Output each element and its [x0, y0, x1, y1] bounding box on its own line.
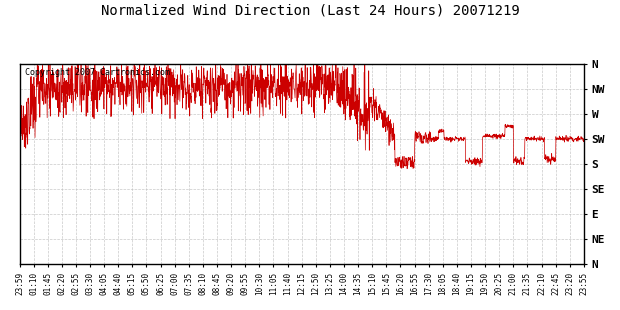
- Text: Copyright 2007 Cartronics.com: Copyright 2007 Cartronics.com: [25, 68, 170, 77]
- Text: Normalized Wind Direction (Last 24 Hours) 20071219: Normalized Wind Direction (Last 24 Hours…: [100, 3, 520, 17]
